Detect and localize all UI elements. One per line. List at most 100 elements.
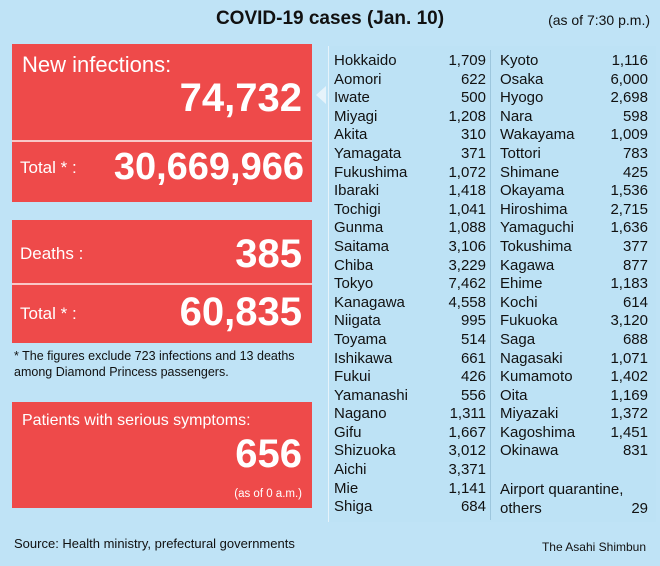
as-of-time: (as of 7:30 p.m.) bbox=[548, 12, 650, 28]
prefecture-row: Chiba 3,229 bbox=[334, 257, 486, 276]
prefecture-name: Aichi bbox=[334, 461, 367, 479]
prefecture-name: Nagano bbox=[334, 405, 387, 423]
prefecture-value: 426 bbox=[460, 368, 486, 386]
prefecture-name: Hyogo bbox=[500, 89, 544, 107]
prefecture-value: 1,072 bbox=[448, 163, 486, 181]
prefecture-name: Niigata bbox=[334, 312, 381, 330]
prefecture-row: Nara 598 bbox=[500, 108, 648, 127]
prefecture-value: 1,636 bbox=[610, 219, 648, 237]
prefecture-row: Yamagata 371 bbox=[334, 145, 486, 164]
prefecture-row: Fukui 426 bbox=[334, 368, 486, 387]
prefecture-value: 783 bbox=[622, 144, 648, 162]
prefecture-name: Yamaguchi bbox=[500, 219, 574, 237]
prefecture-name: Kagawa bbox=[500, 256, 555, 274]
prefecture-name: Shiga bbox=[334, 498, 373, 516]
prefecture-name: Kagoshima bbox=[500, 423, 576, 441]
prefecture-value: 2,715 bbox=[610, 200, 648, 218]
prefecture-name: Ibaraki bbox=[334, 182, 380, 200]
prefecture-name: Miyagi bbox=[334, 107, 378, 125]
prefecture-value: 598 bbox=[622, 107, 648, 125]
prefecture-value: 4,558 bbox=[448, 293, 486, 311]
prefecture-name: Aomori bbox=[334, 70, 382, 88]
airport-quarantine: Airport quarantine, others 29 bbox=[500, 481, 648, 518]
prefecture-value: 1,088 bbox=[448, 219, 486, 237]
prefecture-row: Saga 688 bbox=[500, 331, 648, 350]
prefecture-row: Nagasaki 1,071 bbox=[500, 350, 648, 369]
prefecture-value: 614 bbox=[622, 293, 648, 311]
prefecture-value: 310 bbox=[460, 126, 486, 144]
prefecture-name: Tokyo bbox=[334, 275, 374, 293]
prefecture-value: 1,418 bbox=[448, 182, 486, 200]
prefecture-value: 7,462 bbox=[448, 275, 486, 293]
prefecture-name: Nara bbox=[500, 107, 533, 125]
serious-value: 656 bbox=[235, 432, 302, 476]
prefecture-row: Saitama 3,106 bbox=[334, 238, 486, 257]
airport-label: Airport quarantine, bbox=[500, 481, 624, 498]
prefecture-value: 688 bbox=[622, 330, 648, 348]
prefecture-name: Kanagawa bbox=[334, 293, 405, 311]
infections-total-label: Total * : bbox=[20, 158, 77, 177]
prefecture-row: Gifu 1,667 bbox=[334, 424, 486, 443]
prefecture-name: Saga bbox=[500, 330, 536, 348]
prefecture-name: Gifu bbox=[334, 423, 362, 441]
prefecture-value: 622 bbox=[460, 70, 486, 88]
prefecture-row: Hiroshima 2,715 bbox=[500, 201, 648, 220]
source-note: Source: Health ministry, prefectural gov… bbox=[14, 536, 295, 551]
serious-box: Patients with serious symptoms: 656 (as … bbox=[12, 402, 312, 508]
prefecture-value: 1,183 bbox=[610, 275, 648, 293]
new-infections-label: New infections: bbox=[22, 52, 172, 77]
prefecture-value: 556 bbox=[460, 386, 486, 404]
prefecture-row: Yamanashi 556 bbox=[334, 387, 486, 406]
prefecture-row: Ibaraki 1,418 bbox=[334, 182, 486, 201]
prefecture-value: 3,229 bbox=[448, 256, 486, 274]
prefecture-value: 1,041 bbox=[448, 200, 486, 218]
prefecture-value: 2,698 bbox=[610, 89, 648, 107]
prefecture-value: 500 bbox=[460, 89, 486, 107]
prefecture-name: Akita bbox=[334, 126, 368, 144]
deaths-total-label: Total * : bbox=[20, 304, 77, 323]
prefecture-value: 1,402 bbox=[610, 368, 648, 386]
prefecture-value: 1,141 bbox=[448, 479, 486, 497]
prefecture-value: 1,372 bbox=[610, 405, 648, 423]
prefecture-row: Okinawa 831 bbox=[500, 442, 648, 461]
prefecture-name: Okayama bbox=[500, 182, 565, 200]
prefecture-value: 1,071 bbox=[610, 349, 648, 367]
prefecture-row: Fukuoka 3,120 bbox=[500, 312, 648, 331]
prefecture-row: Akita 310 bbox=[334, 126, 486, 145]
brand-credit: The Asahi Shimbun bbox=[541, 540, 646, 554]
prefecture-name: Osaka bbox=[500, 70, 544, 88]
prefecture-row: Tochigi 1,041 bbox=[334, 201, 486, 220]
prefecture-row: Osaka 6,000 bbox=[500, 71, 648, 90]
prefecture-value: 3,012 bbox=[448, 442, 486, 460]
prefecture-row: Iwate 500 bbox=[334, 89, 486, 108]
prefecture-name: Tochigi bbox=[334, 200, 381, 218]
prefecture-value: 1,709 bbox=[448, 52, 486, 69]
prefecture-name: Fukuoka bbox=[500, 312, 558, 330]
prefecture-row: Nagano 1,311 bbox=[334, 405, 486, 424]
prefecture-value: 1,208 bbox=[448, 107, 486, 125]
column-divider bbox=[490, 50, 491, 520]
airport-value: 29 bbox=[631, 499, 648, 517]
prefecture-value: 3,106 bbox=[448, 237, 486, 255]
deaths-total-value: 60,835 bbox=[179, 290, 302, 334]
prefecture-row: Toyama 514 bbox=[334, 331, 486, 350]
prefecture-name: Kyoto bbox=[500, 52, 539, 69]
prefecture-name: Mie bbox=[334, 479, 359, 497]
new-infections-value: 74,732 bbox=[179, 76, 302, 120]
prefecture-row: Shimane 425 bbox=[500, 164, 648, 183]
prefecture-name: Ishikawa bbox=[334, 349, 393, 367]
prefecture-row: Hokkaido 1,709 bbox=[334, 52, 486, 71]
prefecture-row: Niigata 995 bbox=[334, 312, 486, 331]
prefecture-name: Yamanashi bbox=[334, 386, 408, 404]
prefecture-row: Kanagawa 4,558 bbox=[334, 294, 486, 313]
deaths-label: Deaths : bbox=[20, 244, 84, 263]
prefecture-row: Ishikawa 661 bbox=[334, 350, 486, 369]
prefecture-name: Fukushima bbox=[334, 163, 408, 181]
prefecture-row: Okayama 1,536 bbox=[500, 182, 648, 201]
prefecture-row: Miyagi 1,208 bbox=[334, 108, 486, 127]
new-infections-box: New infections: 74,732 Total * : 30,669,… bbox=[12, 44, 312, 202]
serious-note: (as of 0 a.m.) bbox=[234, 488, 302, 500]
pointer-arrow bbox=[316, 86, 326, 104]
prefecture-row: Shiga 684 bbox=[334, 498, 486, 517]
prefecture-value: 3,371 bbox=[448, 461, 486, 479]
